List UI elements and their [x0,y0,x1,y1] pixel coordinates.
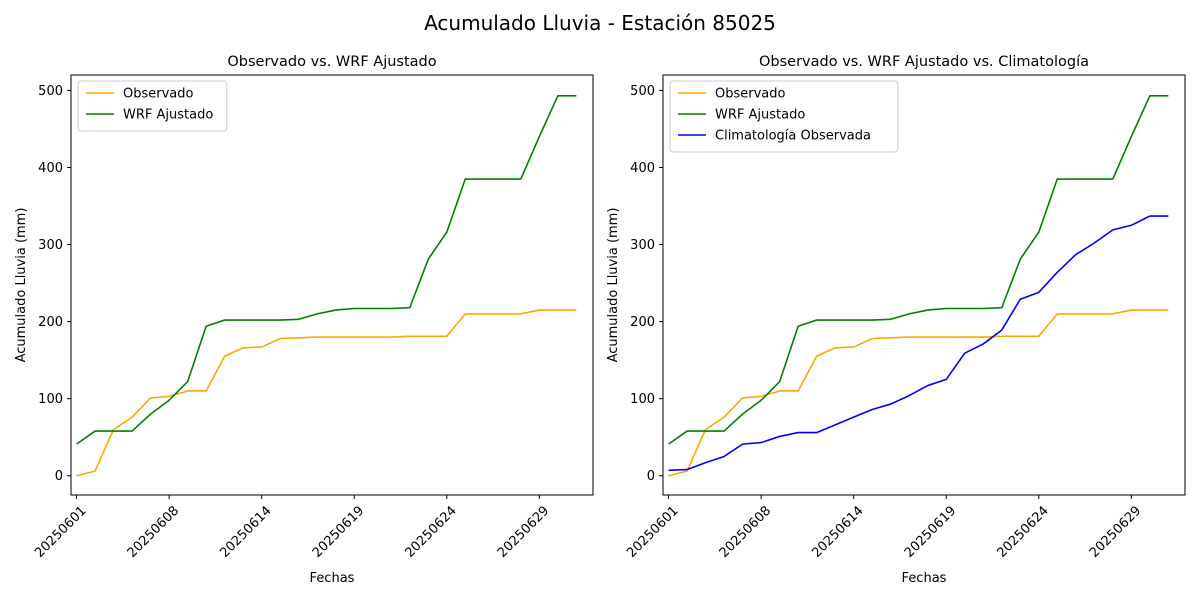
x-axis-label: Fechas [310,571,355,586]
y-tick-label: 300 [38,238,63,253]
chart-title: Observado vs. WRF Ajustado [227,54,436,70]
series-line-climatolog-a-observada [668,215,1169,472]
y-axis-label: Acumulado Lluvia (mm) [14,208,29,363]
y-axis-label: Acumulado Lluvia (mm) [606,208,621,363]
y-tick-label: 0 [55,469,63,484]
y-tick-label: 500 [38,84,63,99]
plot-frame [70,74,594,496]
legend: Observado WRF Ajustado Climatología Observ… [669,80,899,153]
y-tick-label: 300 [630,238,655,253]
legend: Observado WRF Ajustado [77,80,228,132]
series-line-wrf-ajustado [76,95,577,445]
legend-entry: Observado [123,87,194,102]
y-tick-label: 0 [647,469,655,484]
legend-entry: Climatología Observada [715,129,871,144]
legend-entry: WRF Ajustado [123,108,213,123]
y-tick-label: 200 [630,315,655,330]
legend-entry: Observado [715,87,786,102]
y-tick-label: 500 [630,84,655,99]
y-tick-label: 400 [38,161,63,176]
plot-frame [662,74,1186,496]
legend-entry: WRF Ajustado [715,108,805,123]
series-line-observado [668,309,1169,477]
y-tick-label: 100 [630,392,655,407]
y-tick-label: 200 [38,315,63,330]
y-tick-label: 400 [630,161,655,176]
series-line-wrf-ajustado [668,95,1169,445]
y-tick-label: 100 [38,392,63,407]
chart-title: Observado vs. WRF Ajustado vs. Climatolo… [759,54,1089,70]
legend-box [669,80,899,153]
x-axis-label: Fechas [902,571,947,586]
series-line-observado [76,309,577,477]
figure-suptitle: Acumulado Lluvia - Estación 85025 [424,11,776,35]
legend-box [77,80,228,132]
